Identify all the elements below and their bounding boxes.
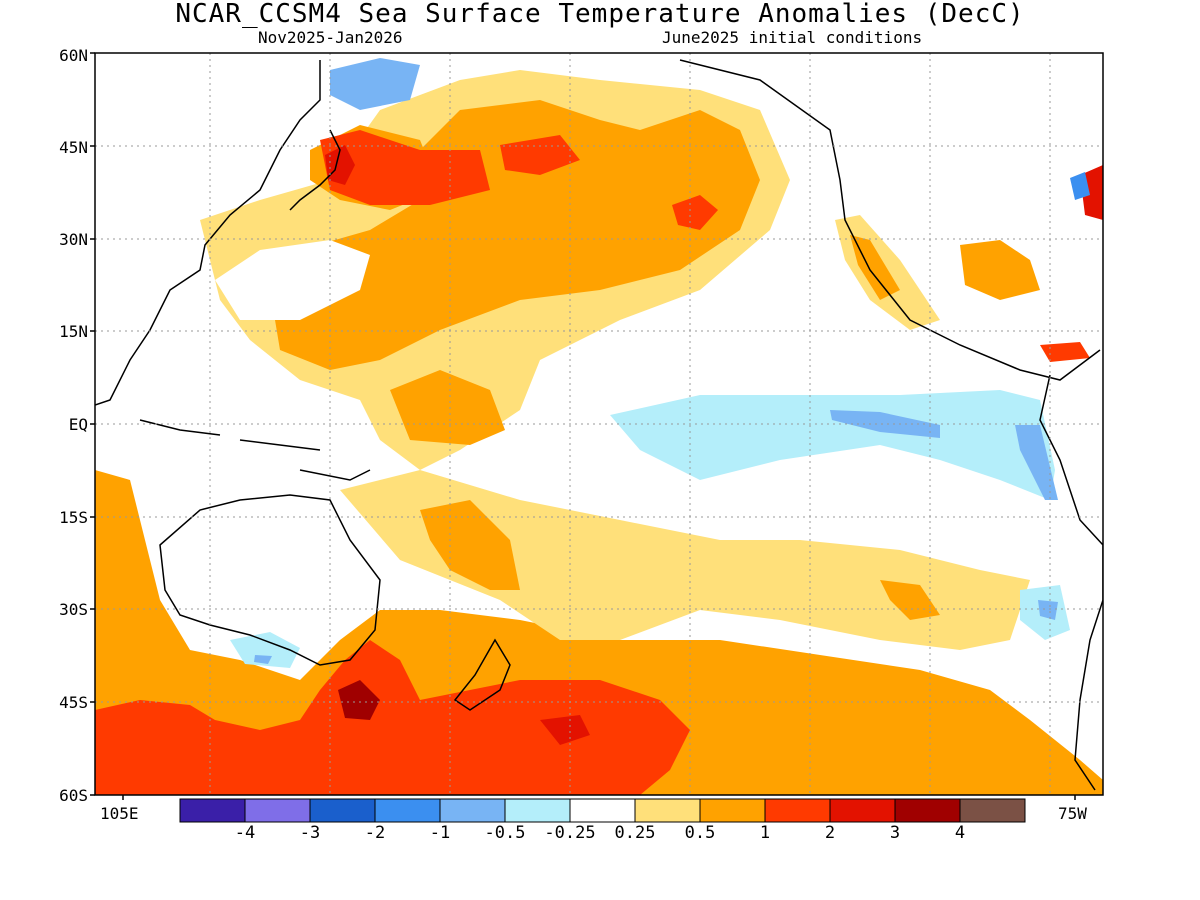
subtropical-white-gap — [215, 240, 370, 320]
japan-coastline — [289, 129, 341, 211]
south-cool-core — [254, 655, 272, 664]
colorbar-swatch — [309, 798, 376, 823]
kuroshio-extension-hot — [320, 130, 490, 205]
colorbar-swatch — [179, 798, 246, 823]
southeast-pacific-cool-core — [1038, 600, 1058, 620]
tasman-hotspot — [338, 680, 380, 720]
central-america-warm — [1040, 342, 1090, 362]
colorbar-label: 0.5 — [684, 823, 716, 843]
lat-label-45s: 45S — [59, 693, 88, 712]
colorbar-swatch — [374, 798, 441, 823]
colorbar-label: 4 — [954, 823, 966, 843]
northeast-pacific-hot — [672, 195, 718, 230]
north-atlantic-cool — [330, 58, 420, 110]
kuroshio-core — [325, 145, 355, 185]
peru-coast-cool — [1015, 425, 1058, 500]
south-pacific-warm-blob — [420, 500, 520, 590]
asia-coastline — [95, 60, 321, 406]
colorbar-label: 1 — [759, 823, 771, 843]
lat-label-15n: 15N — [59, 322, 88, 341]
lat-label-60n: 60N — [59, 46, 88, 65]
australia-coastline — [159, 494, 381, 666]
colorbar-label: -2 — [364, 823, 386, 843]
lon-label-left: 105E — [100, 804, 139, 823]
forecast-period: Nov2025-Jan2026 — [258, 28, 403, 47]
indonesia-islands — [139, 419, 371, 481]
colorbar-swatch — [894, 798, 961, 823]
lat-label-30s: 30S — [59, 600, 88, 619]
equatorial-cool-tongue — [610, 390, 1055, 500]
colorbar-swatch — [439, 798, 506, 823]
chart-title: NCAR_CCSM4 Sea Surface Temperature Anoma… — [175, 0, 1025, 29]
lat-label-30n: 30N — [59, 230, 88, 249]
colorbar-swatch — [764, 798, 831, 823]
lon-label-right: 75W — [1058, 804, 1087, 823]
initial-conditions: June2025 initial conditions — [662, 28, 923, 47]
colorbar-label: 3 — [889, 823, 901, 843]
colorbar-swatch — [699, 798, 766, 823]
equatorial-cool-core — [830, 410, 940, 438]
colorbar-label: -0.5 — [484, 823, 526, 843]
colorbar-swatch — [244, 798, 311, 823]
colorbar-swatch — [504, 798, 571, 823]
colorbar-swatch — [569, 798, 636, 823]
colorbar-label: -1 — [429, 823, 451, 843]
new-zealand-coastline — [453, 638, 511, 711]
colorbar — [179, 798, 1026, 823]
lat-label-45n: 45N — [59, 138, 88, 157]
graticule — [95, 53, 1103, 795]
lat-label-eq: EQ — [68, 415, 88, 434]
south-america-coastline — [1039, 374, 1103, 791]
colorbar-label: -0.25 — [544, 823, 596, 843]
coastlines — [95, 59, 1103, 791]
lat-label-15s: 15S — [59, 508, 88, 527]
south-pacific-hot-core — [540, 715, 590, 745]
colorbar-swatch — [634, 798, 701, 823]
southern-ocean-strong-warm — [95, 640, 690, 795]
baja-warm-core — [850, 235, 900, 300]
colorbar-swatch — [829, 798, 896, 823]
north-america-coastline — [679, 59, 1101, 381]
central-north-pacific-hot — [500, 135, 580, 175]
gulf-of-mexico-warm — [960, 240, 1040, 300]
axis-ticks — [90, 52, 1076, 800]
colorbar-label: 0.25 — [614, 823, 656, 843]
colorbar-label: 2 — [824, 823, 836, 843]
tropical-west-warm — [390, 370, 505, 445]
south-cool-patch — [230, 632, 300, 668]
north-pacific-warm — [270, 100, 760, 370]
colorbar-label: -4 — [234, 823, 256, 843]
south-pacific-band — [340, 470, 1030, 650]
gulf-stream-cool — [1070, 172, 1090, 200]
colorbar-label: -3 — [299, 823, 321, 843]
colorbar-swatch — [959, 798, 1026, 823]
south-pacific-warm-blob-east — [880, 580, 940, 620]
lat-label-60s: 60S — [59, 786, 88, 805]
